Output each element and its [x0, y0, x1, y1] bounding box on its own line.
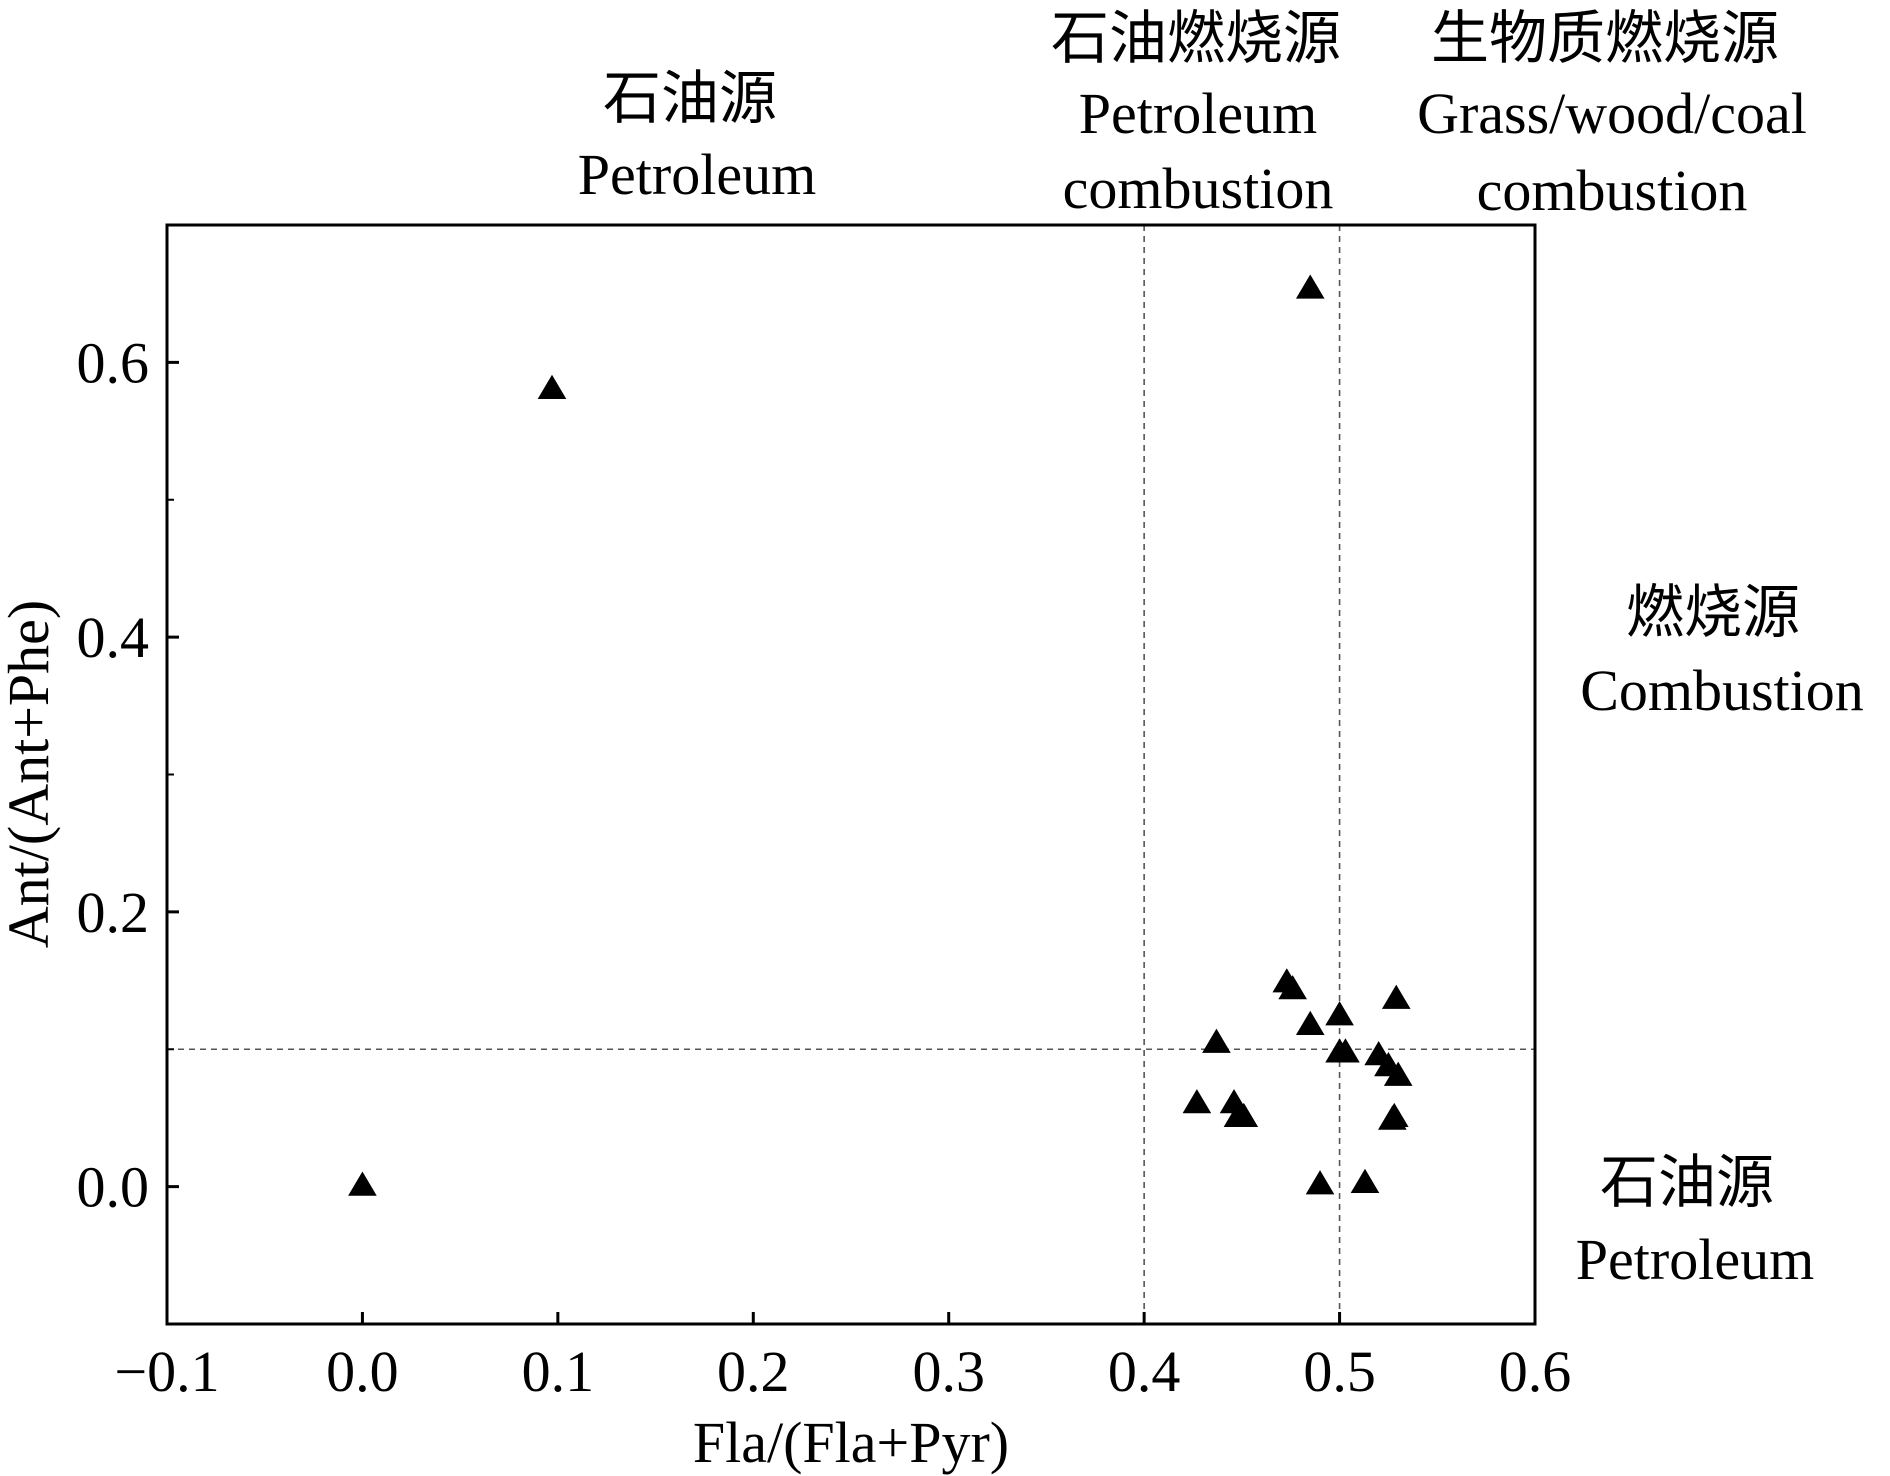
x-tick-label: 0.1	[522, 1339, 595, 1404]
data-point	[1350, 1168, 1380, 1193]
data-point	[1305, 1170, 1335, 1195]
annotation-top-left-en: Petroleum	[578, 142, 816, 207]
annotation-top-right-en-1: Grass/wood/coal	[1417, 81, 1807, 146]
data-point	[1295, 274, 1325, 299]
annotation-top-right: 生物质燃烧源 Grass/wood/coal combustion	[1417, 6, 1807, 223]
data-point	[1325, 1001, 1354, 1026]
annotation-top-middle: 石油燃烧源 Petroleum combustion	[1051, 6, 1341, 221]
data-point	[1182, 1089, 1212, 1114]
data-point	[537, 374, 567, 399]
data-points	[348, 274, 1413, 1196]
x-axis-label: Fla/(Fla+Pyr)	[693, 1410, 1009, 1475]
annotation-top-right-zh: 生物质燃烧源	[1431, 6, 1779, 71]
annotation-right-lower-zh: 石油源	[1600, 1150, 1774, 1215]
y-tick-label: 0.4	[77, 605, 150, 670]
x-tick-label: 0.6	[1499, 1339, 1572, 1404]
annotation-top-middle-zh: 石油燃烧源	[1051, 6, 1341, 71]
y-tick-label: 0.0	[77, 1155, 150, 1220]
y-tick-label: 0.6	[77, 330, 150, 395]
x-tick-label: 0.0	[326, 1339, 399, 1404]
data-point	[1379, 1102, 1409, 1128]
x-tick-label: −0.1	[114, 1339, 219, 1404]
x-tick-label: 0.2	[717, 1339, 790, 1404]
annotation-top-middle-en-2: combustion	[1063, 156, 1334, 221]
x-tick-label: 0.4	[1108, 1339, 1181, 1404]
plot-frame	[165, 223, 1537, 1326]
annotation-right-lower: 石油源 Petroleum	[1576, 1150, 1814, 1292]
y-tick-label: 0.2	[77, 880, 150, 945]
y-axis-label: Ant/(Ant+Phe)	[0, 600, 61, 948]
reference-lines	[167, 225, 1535, 1324]
data-point	[1295, 1010, 1325, 1036]
data-point	[1381, 984, 1411, 1009]
data-point	[1383, 1061, 1413, 1086]
x-tick-label: 0.5	[1303, 1339, 1376, 1404]
y-axis: 0.0 0.2 0.4 0.6	[77, 330, 179, 1220]
annotation-top-left: 石油源 Petroleum	[578, 66, 816, 207]
annotation-right-upper-en: Combustion	[1580, 658, 1864, 723]
annotation-top-right-en-2: combustion	[1477, 158, 1748, 223]
data-point	[1331, 1038, 1360, 1063]
annotation-right-upper-zh: 燃烧源	[1626, 580, 1800, 645]
data-point	[1229, 1102, 1259, 1128]
annotation-top-middle-en-1: Petroleum	[1079, 81, 1317, 146]
annotation-top-left-zh: 石油源	[603, 66, 777, 131]
x-tick-label: 0.3	[912, 1339, 985, 1404]
annotation-right-upper: 燃烧源 Combustion	[1580, 580, 1864, 723]
data-point	[348, 1171, 377, 1196]
data-point	[1278, 975, 1307, 1000]
annotation-right-lower-en: Petroleum	[1576, 1227, 1814, 1292]
x-axis: −0.1 0.0 0.1 0.2 0.3 0.4 0.5 0.6	[114, 1312, 1571, 1404]
data-point	[1202, 1028, 1231, 1053]
